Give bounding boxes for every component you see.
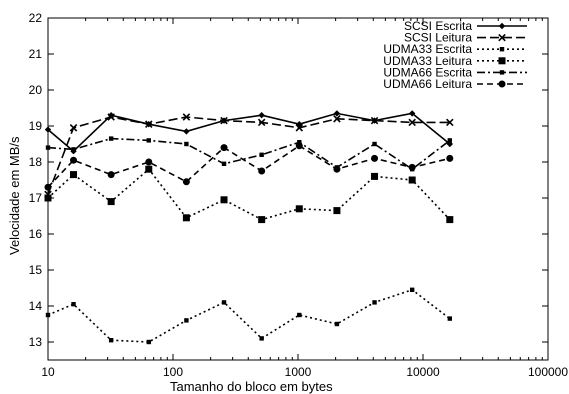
legend-label: UDMA66 Leitura [383, 77, 472, 91]
data-point [371, 155, 378, 162]
y-tick-label: 20 [29, 83, 43, 97]
data-point [333, 166, 340, 173]
data-point [446, 216, 453, 223]
data-point [259, 153, 263, 157]
data-point [335, 322, 339, 326]
data-point [221, 144, 228, 151]
data-point [371, 173, 378, 180]
x-tick-label: 1000 [285, 365, 312, 379]
data-point [184, 318, 188, 322]
data-point [70, 157, 77, 164]
data-point [296, 142, 303, 149]
data-point [46, 145, 50, 149]
data-point [372, 142, 376, 146]
series-line [48, 169, 450, 219]
data-point [183, 214, 190, 221]
data-point [71, 147, 75, 151]
plot-area: 13 14 15 16 17 18 19 20 21 22 10 100 1000 10000 100000 [29, 11, 569, 379]
data-point [46, 313, 50, 317]
data-point [500, 47, 504, 51]
y-axis-label: Velocidade em MB/s [7, 136, 22, 255]
series-line [48, 139, 450, 170]
x-tick-label: 10 [41, 365, 55, 379]
data-point [499, 23, 505, 29]
data-point [333, 207, 340, 214]
x-tick-label: 10000 [406, 365, 440, 379]
data-point [108, 198, 115, 205]
data-point [221, 196, 228, 203]
data-point [446, 155, 453, 162]
series-line [48, 146, 450, 187]
x-tick-label: 100 [163, 365, 183, 379]
data-point [108, 171, 115, 178]
data-point [258, 216, 265, 223]
y-tick-label: 17 [29, 191, 43, 205]
x-axis-label: Tamanho do bloco em bytes [170, 379, 333, 394]
series-udma33-escrita [46, 288, 452, 345]
data-point [147, 340, 151, 344]
data-point [222, 300, 226, 304]
y-tick-label: 18 [29, 155, 43, 169]
data-point [45, 195, 52, 202]
x-tick-label: 100000 [528, 365, 568, 379]
data-point [184, 142, 188, 146]
data-point [109, 136, 113, 140]
data-point [409, 164, 416, 171]
y-tick-label: 14 [29, 299, 43, 313]
data-point [70, 171, 77, 178]
data-point [147, 138, 151, 142]
data-point [258, 168, 265, 175]
series-line [48, 117, 450, 194]
y-tick-label: 21 [29, 47, 43, 61]
y-tick-label: 16 [29, 227, 43, 241]
data-point [145, 166, 152, 173]
y-tick-label: 13 [29, 335, 43, 349]
data-point [296, 205, 303, 212]
data-point [448, 316, 452, 320]
data-point [145, 159, 152, 166]
plot-frame [48, 18, 548, 360]
data-point [410, 288, 414, 292]
data-point [45, 184, 52, 191]
y-tick-label: 15 [29, 263, 43, 277]
series-udma66-escrita [46, 136, 452, 171]
data-point [499, 57, 506, 64]
data-point [71, 302, 75, 306]
series-scsi-escrita [45, 110, 453, 154]
data-point [499, 81, 506, 88]
series-line [48, 290, 450, 342]
data-point [183, 178, 190, 185]
data-point [409, 177, 416, 184]
data-point [183, 128, 189, 134]
data-point [109, 338, 113, 342]
series-udma33-leitura [45, 166, 454, 223]
data-point [259, 336, 263, 340]
series-udma66-leitura [45, 142, 454, 190]
data-point [500, 70, 504, 74]
data-point [297, 313, 301, 317]
data-point [448, 138, 452, 142]
y-tick-label: 19 [29, 119, 43, 133]
y-tick-label: 22 [29, 11, 43, 25]
series-layer [45, 110, 454, 344]
data-point [222, 162, 226, 166]
data-point [258, 112, 264, 118]
data-point [372, 300, 376, 304]
